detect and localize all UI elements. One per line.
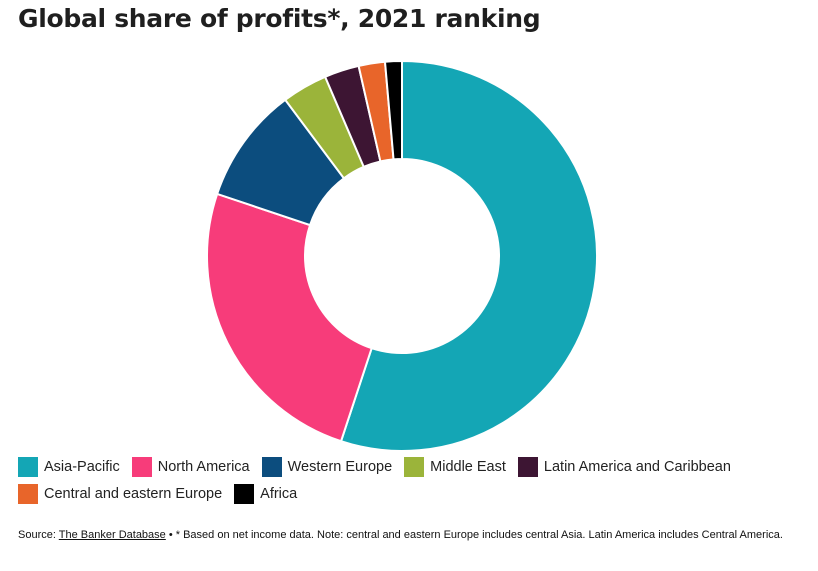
legend-item-latin-america-and-caribbean[interactable]: Latin America and Caribbean [517, 457, 731, 477]
legend-swatch [261, 457, 282, 477]
legend-label: Middle East [430, 459, 506, 475]
legend-swatch [234, 484, 255, 504]
donut-slice-asia-pacific[interactable] [339, 59, 598, 452]
source-link[interactable]: The Banker Database [58, 529, 166, 541]
legend-item-central-and-eastern-europe[interactable]: Central and eastern Europe [18, 484, 222, 504]
legend-label: Asia-Pacific [44, 459, 120, 475]
legend-label: Central and eastern Europe [44, 486, 223, 502]
legend-item-north-america[interactable]: North America [131, 457, 250, 477]
legend-label: Western Europe [287, 459, 393, 475]
legend-swatch [517, 457, 538, 477]
legend-item-western-europe[interactable]: Western Europe [261, 457, 393, 477]
legend-label: North America [157, 459, 250, 475]
legend-item-asia-pacific[interactable]: Asia-Pacific [18, 457, 120, 477]
chart-legend: Asia-Pacific North America Western Europe M… [18, 457, 808, 504]
legend-swatch [18, 457, 38, 477]
legend-swatch [404, 457, 425, 477]
legend-label: Africa [260, 486, 298, 502]
source-prefix: Source: [18, 529, 59, 541]
legend-item-middle-east[interactable]: Middle East [404, 457, 506, 477]
legend-swatch [18, 484, 38, 504]
source-note-text: • * Based on net income data. Note: cent… [165, 529, 783, 541]
donut-chart [206, 59, 598, 452]
donut-slice-north-america[interactable] [206, 192, 373, 443]
donut-slice-africa[interactable] [383, 59, 403, 161]
chart-title: Global share of profits*, 2021 ranking [18, 4, 541, 33]
legend-label: Latin America and Caribbean [543, 459, 731, 475]
source-note: Source: The Banker Database • * Based on… [18, 530, 808, 541]
legend-item-africa[interactable]: Africa [234, 484, 297, 504]
legend-swatch [131, 457, 152, 477]
